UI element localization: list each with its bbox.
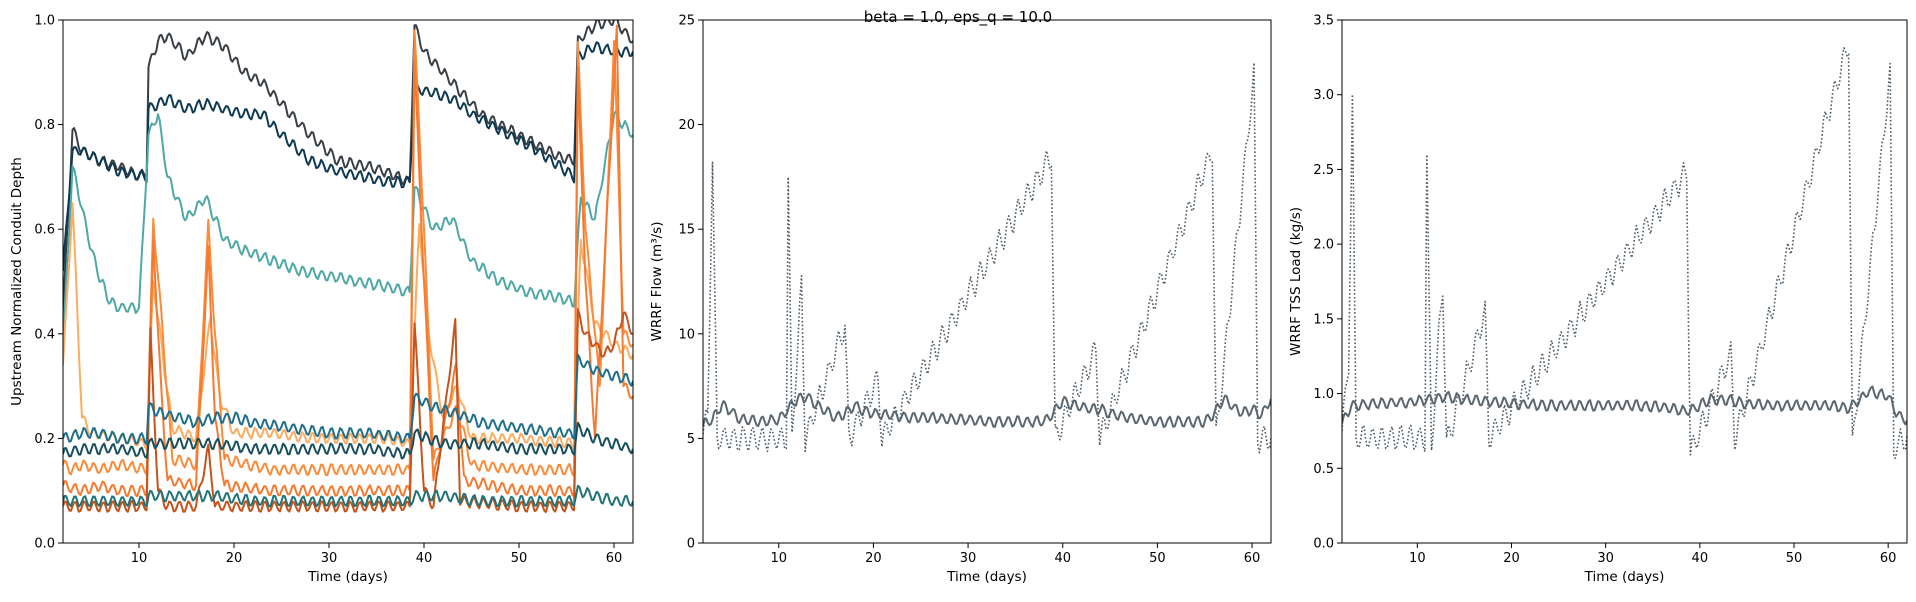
y-tick-label: 2.5 bbox=[1313, 163, 1334, 178]
x-tick-label: 40 bbox=[1692, 551, 1709, 566]
series-line-7 bbox=[63, 308, 633, 514]
series-group bbox=[1342, 47, 1907, 459]
series-group bbox=[703, 61, 1271, 454]
series-line-2 bbox=[703, 392, 1271, 428]
y-tick-label: 25 bbox=[678, 14, 695, 29]
x-tick-label: 30 bbox=[321, 551, 338, 566]
subplot-3: 10 20 30 40 50 60 0.0 0.5 1.0 1.5 2.0 2.5 3.0 3.5 Time… bbox=[1288, 14, 1908, 585]
x-tick-label: 40 bbox=[1054, 551, 1071, 566]
y-tick-label: 0.4 bbox=[34, 327, 55, 342]
y-tick-label: 5 bbox=[687, 432, 695, 447]
y-tick-label: 10 bbox=[678, 327, 695, 342]
x-tick-label: 10 bbox=[1409, 551, 1426, 566]
y-tick-label: 0.0 bbox=[34, 537, 55, 552]
x-tick-label: 50 bbox=[1149, 551, 1166, 566]
y-tick-label: 0.2 bbox=[34, 432, 55, 447]
x-axis-label: Time (days) bbox=[307, 569, 388, 585]
x-tick-label: 20 bbox=[865, 551, 882, 566]
y-tick-label: 3.0 bbox=[1313, 88, 1334, 103]
x-tick-label: 30 bbox=[1597, 551, 1614, 566]
series-group bbox=[63, 20, 633, 514]
x-tick-label: 60 bbox=[1244, 551, 1261, 566]
series-line-10 bbox=[63, 484, 633, 508]
x-tick-label: 10 bbox=[770, 551, 787, 566]
y-tick-label: 0.8 bbox=[34, 118, 55, 133]
y-tick-label: 2.0 bbox=[1313, 238, 1334, 253]
x-tick-label: 50 bbox=[511, 551, 528, 566]
series-line-1 bbox=[63, 20, 633, 313]
subplot-1: 10 20 30 40 50 60 0.0 0.2 0.4 0.6 0.8 1.0 Time (days… bbox=[9, 14, 634, 585]
series-line-9 bbox=[63, 421, 633, 460]
series-line-5 bbox=[63, 29, 633, 477]
series-line-1 bbox=[1342, 47, 1907, 459]
x-axis-label: Time (days) bbox=[946, 569, 1027, 585]
x-tick-label: 10 bbox=[131, 551, 148, 566]
x-tick-label: 30 bbox=[960, 551, 977, 566]
figure-suptitle: beta = 1.0, eps_q = 10.0 bbox=[863, 8, 1053, 26]
y-tick-label: 15 bbox=[678, 223, 695, 238]
series-line-8 bbox=[63, 353, 633, 446]
y-tick-label: 1.0 bbox=[1313, 387, 1334, 402]
y-tick-label: 0.0 bbox=[1313, 537, 1334, 552]
y-tick-label: 1.5 bbox=[1313, 312, 1334, 327]
y-tick-label: 0.6 bbox=[34, 223, 55, 238]
y-axis-label: WRRF TSS Load (kg/s) bbox=[1288, 207, 1304, 356]
axes-frame bbox=[62, 19, 634, 544]
series-line-1 bbox=[703, 61, 1271, 454]
y-tick-label: 0.5 bbox=[1313, 462, 1334, 477]
x-tick-label: 20 bbox=[226, 551, 243, 566]
y-axis-label: Upstream Normalized Conduit Depth bbox=[9, 157, 25, 406]
x-tick-label: 20 bbox=[1503, 551, 1520, 566]
x-axis-label: Time (days) bbox=[1584, 569, 1665, 585]
y-tick-label: 1.0 bbox=[34, 14, 55, 29]
x-tick-label: 50 bbox=[1786, 551, 1803, 566]
series-line-2 bbox=[1342, 385, 1907, 426]
y-tick-label: 3.5 bbox=[1313, 14, 1334, 29]
y-tick-label: 20 bbox=[678, 118, 695, 133]
x-tick-label: 40 bbox=[416, 551, 433, 566]
series-line-2 bbox=[63, 41, 633, 272]
x-tick-label: 60 bbox=[606, 551, 623, 566]
axes-frame bbox=[1341, 19, 1908, 544]
y-axis-label: WRRF Flow (m³/s) bbox=[649, 222, 665, 342]
axes-frame bbox=[702, 19, 1272, 544]
series-line-6 bbox=[63, 24, 633, 498]
subplot-2: 10 20 30 40 50 60 0 5 10 15 20 25 Time (days) WRRF Fl… bbox=[649, 14, 1272, 585]
y-tick-label: 0 bbox=[687, 537, 695, 552]
x-tick-label: 60 bbox=[1880, 551, 1897, 566]
series-line-3 bbox=[63, 110, 633, 345]
